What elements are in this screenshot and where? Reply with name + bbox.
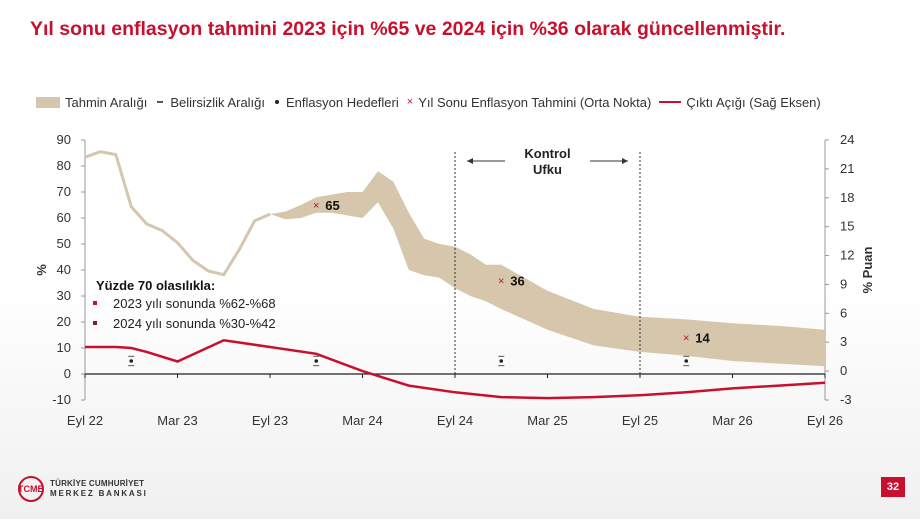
legend-item-gap: Çıktı Açığı (Sağ Eksen) [659, 94, 821, 110]
year-end-forecast-marker: × [498, 275, 504, 287]
annotation-bullet-icon [93, 301, 97, 305]
inflation-target-point [499, 359, 504, 363]
output-gap-line [85, 339, 826, 400]
x-tick-label: Eyl 26 [807, 413, 843, 428]
right-tick-label: 18 [840, 190, 854, 205]
right-tick-label: 0 [840, 363, 847, 378]
year-end-forecast-label: 65 [325, 198, 339, 213]
left-tick-label: 80 [57, 158, 71, 173]
left-tick-label: 50 [57, 236, 71, 251]
left-tick-label: 0 [64, 366, 71, 381]
annotation-line-2: 2024 yılı sonunda %30-%42 [113, 316, 276, 331]
legend-label-targets: Enflasyon Hedefleri [286, 94, 399, 110]
x-tick-label: Eyl 25 [622, 413, 658, 428]
left-tick-label: -10 [52, 392, 71, 407]
page-number: 32 [881, 477, 905, 497]
chart-legend: Tahmin Aralığı Belirsizlik Aralığı Enfla… [36, 92, 821, 112]
cross-swatch-icon: × [406, 96, 414, 108]
legend-label-gap: Çıktı Açığı (Sağ Eksen) [686, 94, 821, 110]
legend-item-forecast: × Yıl Sonu Enflasyon Tahmini (Orta Nokta… [407, 95, 652, 110]
forecast-band [270, 171, 825, 367]
right-tick-label: 12 [840, 248, 854, 263]
x-tick-label: Mar 25 [527, 413, 567, 428]
year-end-forecast-label: 14 [695, 331, 710, 346]
horizon-arrowhead-right-icon [622, 158, 628, 164]
x-tick-label: Eyl 24 [437, 413, 473, 428]
x-tick-label: Mar 24 [342, 413, 382, 428]
right-tick-label: 6 [840, 305, 847, 320]
left-axis-title: % [34, 264, 49, 276]
legend-item-uncertainty: Belirsizlik Aralığı [155, 95, 265, 110]
year-end-forecast-label: 36 [510, 273, 524, 288]
right-tick-label: -3 [840, 392, 852, 407]
year-end-forecast-marker: × [683, 333, 689, 345]
left-tick-label: 70 [57, 184, 71, 199]
right-tick-label: 3 [840, 334, 847, 349]
x-tick-label: Eyl 22 [67, 413, 103, 428]
right-tick-label: 15 [840, 219, 854, 234]
legend-item-band: Tahmin Aralığı [36, 95, 147, 110]
cbrt-logo: TCMB TÜRKİYE CUMHURİYET MERKEZ BANKASI [18, 476, 148, 502]
left-tick-label: 40 [57, 262, 71, 277]
legend-item-targets: Enflasyon Hedefleri [273, 95, 399, 110]
horizon-label-line-2: Ufku [533, 162, 562, 177]
x-tick-label: Mar 23 [157, 413, 197, 428]
right-tick-label: 21 [840, 161, 854, 176]
dot-swatch-icon [275, 100, 280, 104]
line-swatch-icon [659, 100, 682, 104]
annotation-line-1: 2023 yılı sonunda %62-%68 [113, 296, 276, 311]
inflation-target-point [684, 359, 689, 363]
left-tick-label: 90 [57, 132, 71, 147]
legend-label-band: Tahmin Aralığı [65, 94, 148, 110]
inflation-target-point [314, 359, 319, 363]
right-tick-label: 24 [840, 132, 854, 147]
horizon-arrowhead-left-icon [467, 158, 473, 164]
left-tick-label: 60 [57, 210, 71, 225]
logo-line-2: MERKEZ BANKASI [50, 489, 148, 498]
logo-text: TÜRKİYE CUMHURİYET MERKEZ BANKASI [50, 479, 148, 499]
horizon-label-line-1: Kontrol [524, 146, 570, 161]
annotation-heading: Yüzde 70 olasılıkla: [96, 278, 215, 293]
annotation-bullet-icon [93, 321, 97, 325]
left-tick-label: 30 [57, 288, 71, 303]
logo-mark-icon: TCMB [18, 476, 44, 502]
right-axis-title: % Puan [860, 246, 875, 293]
inflation-line [84, 150, 271, 277]
legend-label-uncertainty: Belirsizlik Aralığı [170, 94, 266, 110]
inflation-target-point [129, 359, 134, 363]
legend-label-forecast: Yıl Sonu Enflasyon Tahmini (Orta Nokta) [418, 94, 652, 110]
left-tick-label: 10 [57, 340, 71, 355]
band-swatch-icon [36, 96, 60, 108]
page-title: Yıl sonu enflasyon tahmini 2023 için %65… [30, 18, 786, 40]
left-tick-label: 20 [57, 314, 71, 329]
logo-line-1: TÜRKİYE CUMHURİYET [50, 479, 145, 488]
x-tick-label: Eyl 23 [252, 413, 288, 428]
year-end-forecast-marker: × [313, 200, 319, 212]
x-tick-label: Mar 26 [712, 413, 752, 428]
right-tick-label: 9 [840, 276, 847, 291]
dash-swatch-icon [157, 101, 164, 103]
